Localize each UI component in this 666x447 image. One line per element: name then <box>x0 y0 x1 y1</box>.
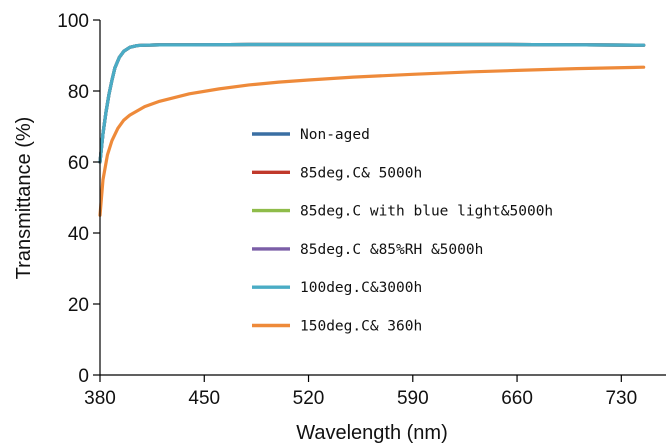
x-tick-label: 590 <box>397 388 429 409</box>
plot-series-group <box>98 42 646 217</box>
y-tick-label: 20 <box>68 295 89 316</box>
y-tick-label: 80 <box>68 82 89 103</box>
x-tick-label: 660 <box>501 388 533 409</box>
x-axis-ticks: 380 450 520 590 660 730 <box>84 375 637 409</box>
legend: Non-aged 85deg.C& 5000h 85deg.C with blue … <box>252 127 553 335</box>
legend-entry-label: 85deg.C& 5000h <box>300 165 422 181</box>
x-axis-title: Wavelength (nm) <box>296 422 448 444</box>
x-tick-label: 730 <box>605 388 637 409</box>
y-axis-title: Transmittance (%) <box>13 117 35 280</box>
legend-entry-label: 150deg.C& 360h <box>300 319 422 335</box>
series-line-2 <box>98 42 646 164</box>
series-line-3 <box>98 42 646 164</box>
x-tick-label: 520 <box>293 388 325 409</box>
series-line-6 <box>98 65 646 217</box>
x-tick-label: 450 <box>188 388 220 409</box>
series-line-5 <box>98 42 646 164</box>
y-axis-ticks: 0 20 40 60 80 100 <box>57 11 100 387</box>
legend-entry-label: Non-aged <box>300 127 370 143</box>
y-tick-label: 100 <box>57 11 89 32</box>
legend-entry-label: 85deg.C &85%RH &5000h <box>300 242 483 258</box>
series-line-4 <box>98 42 646 164</box>
y-tick-label: 40 <box>68 224 89 245</box>
x-tick-label: 380 <box>84 388 116 409</box>
y-tick-label: 60 <box>68 153 89 174</box>
legend-entry-label: 85deg.C with blue light&5000h <box>300 204 553 220</box>
legend-entry-label: 100deg.C&3000h <box>300 280 422 296</box>
series-line-1 <box>98 42 646 164</box>
y-tick-label: 0 <box>78 366 89 387</box>
